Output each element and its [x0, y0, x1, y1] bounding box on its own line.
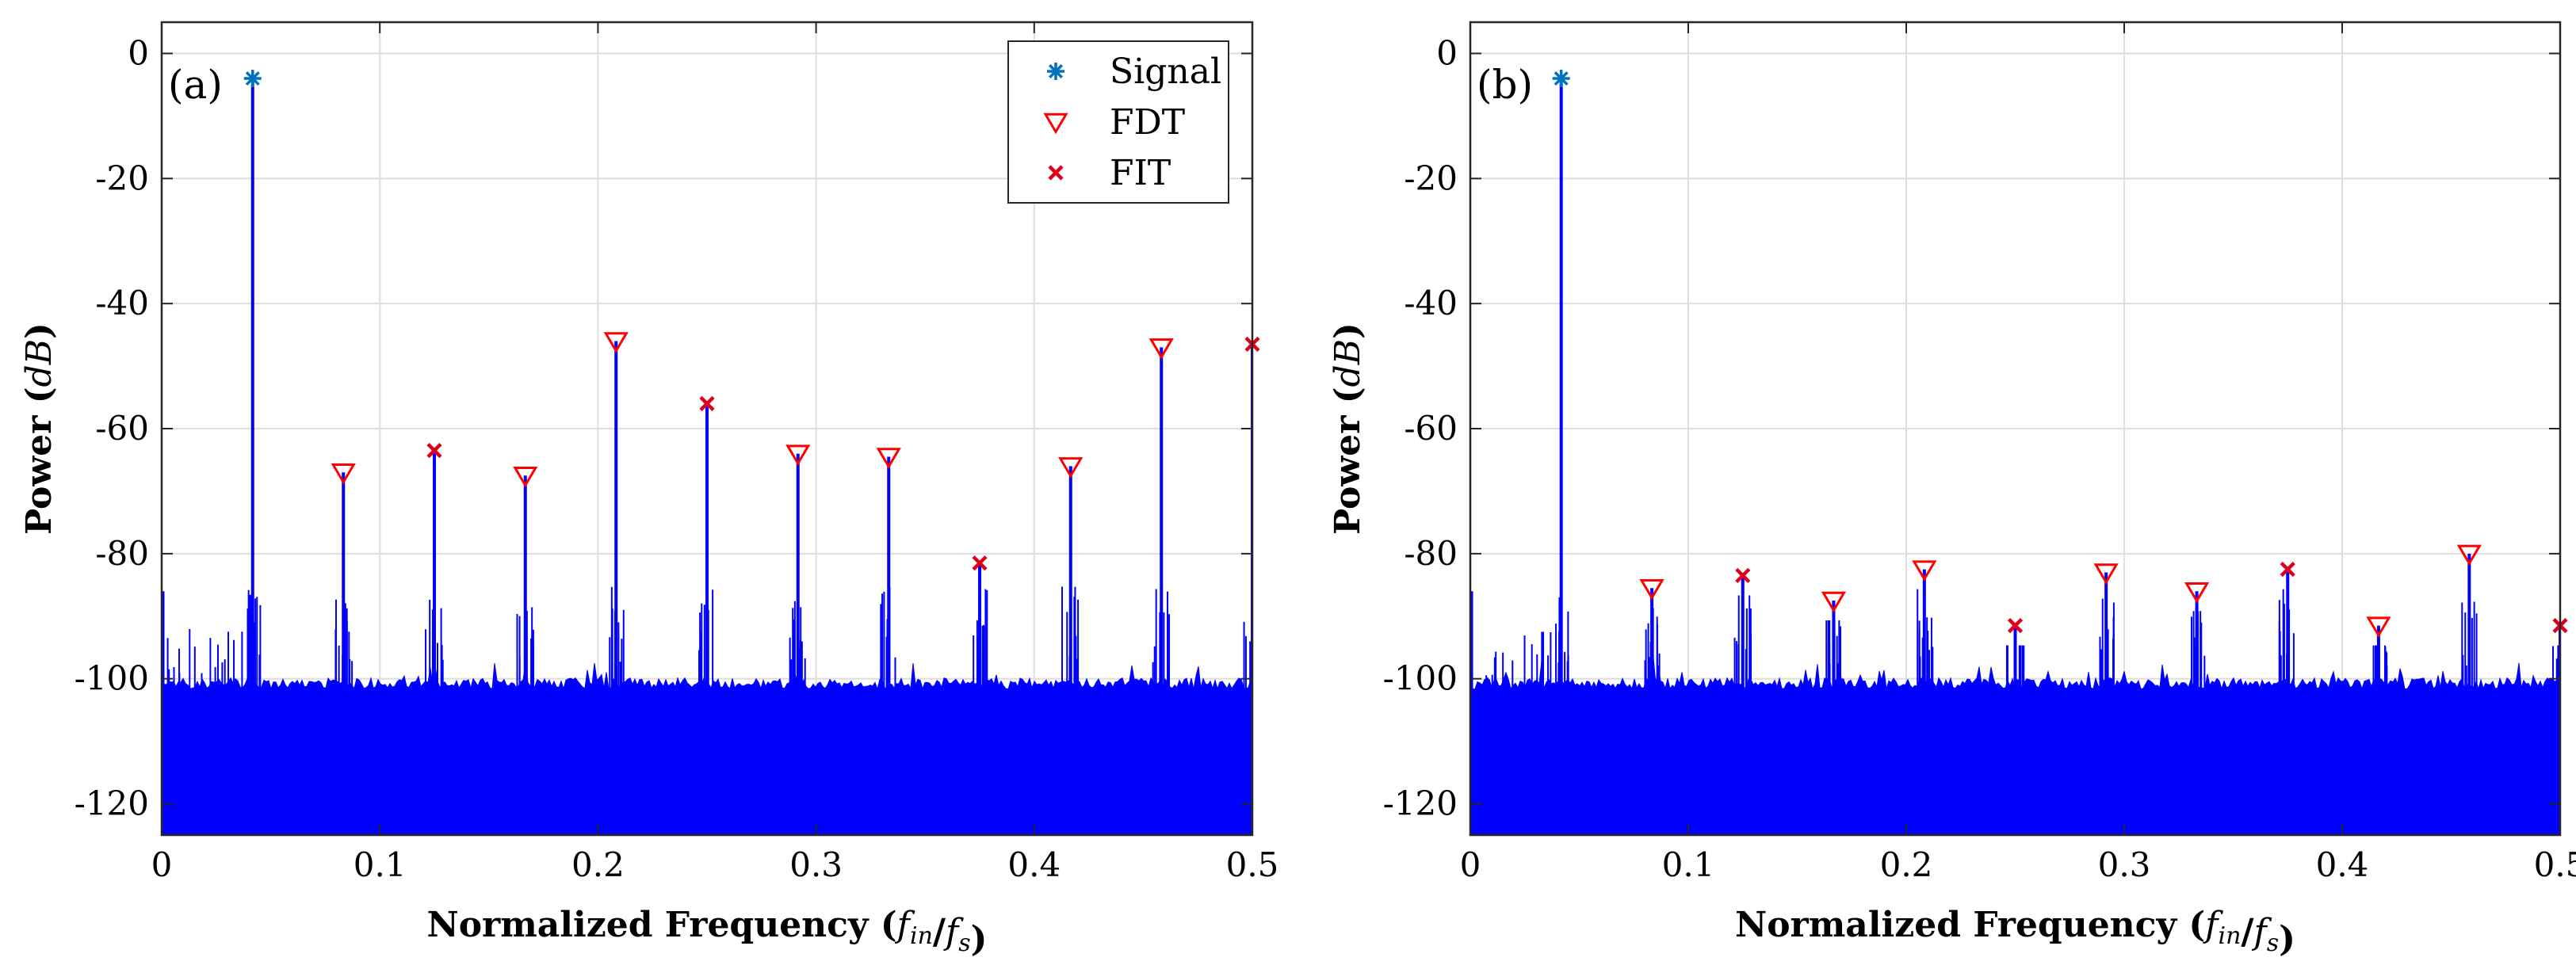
fdt-marker — [2093, 563, 2119, 585]
x-tick-label: 0 — [151, 845, 173, 884]
fdt-marker — [876, 448, 901, 469]
fdt-marker — [2456, 544, 2482, 566]
ticks: 0 0.1 0.2 0.3 0.4 0.5 0 -20 -40 -60 -80 -100 -120 — [75, 22, 1279, 884]
fdt-marker — [1148, 338, 1174, 360]
x-tick-label: 0 — [1460, 845, 1481, 884]
x-tick-label: 0.2 — [571, 845, 625, 884]
x-tick-label: 0.4 — [2316, 845, 2369, 884]
x-tick-label: 0.5 — [1226, 845, 1279, 884]
legend-signal-label: Signal — [1110, 51, 1221, 92]
legend-box — [1007, 40, 1229, 204]
fdt-marker — [1912, 560, 1937, 582]
markers — [243, 70, 1260, 571]
y-tick-label: -60 — [1404, 409, 1458, 448]
y-tick-label: -40 — [95, 284, 149, 322]
x-axis-title: Normalized Frequency (fin/fs) — [1735, 905, 2295, 959]
chart-panel-b: 0 0.1 0.2 0.3 0.4 0.5 0 -20 -40 -60 -80 -100 -120 Nor… — [1328, 21, 2576, 959]
x-tick-label: 0.1 — [354, 845, 407, 884]
ticks: 0 0.1 0.2 0.3 0.4 0.5 0 -20 -40 -60 -80 -100 -120 — [1383, 22, 2576, 884]
x-tick-label: 0.3 — [2098, 845, 2151, 884]
fdt-marker — [513, 466, 538, 488]
y-tick-label: -120 — [75, 784, 149, 823]
legend-fdt-marker — [1043, 113, 1068, 135]
y-tick-label: -20 — [95, 158, 149, 197]
fit-marker — [972, 555, 988, 571]
x-tick-label: 0.1 — [1662, 845, 1715, 884]
x-tick-label: 0.5 — [2534, 845, 2576, 884]
signal-marker — [1552, 70, 1570, 88]
y-tick-label: -80 — [95, 534, 149, 573]
spectrum-trace — [162, 78, 1252, 835]
fdt-marker — [2184, 582, 2210, 604]
legend-fdt-label: FDT — [1110, 102, 1185, 143]
x-axis-title: Normalized Frequency (fin/fs) — [426, 905, 987, 959]
legend-fit-label: FIT — [1110, 153, 1171, 193]
y-tick-label: -80 — [1404, 534, 1458, 573]
y-tick-label: 0 — [1436, 33, 1458, 72]
fdt-marker — [603, 332, 629, 353]
signal-marker — [243, 70, 262, 88]
x-tick-label: 0.2 — [1880, 845, 1933, 884]
fdt-marker — [785, 444, 811, 466]
y-tick-label: -60 — [95, 409, 149, 448]
y-tick-label: -120 — [1383, 784, 1458, 823]
fdt-marker — [331, 463, 356, 485]
fdt-marker — [1639, 579, 1664, 601]
fdt-marker — [1058, 457, 1084, 479]
y-tick-label: -40 — [1404, 284, 1458, 322]
x-tick-label: 0.3 — [789, 845, 843, 884]
fdt-marker — [1821, 591, 1847, 613]
legend: Signal FDT FIT — [1007, 40, 1229, 204]
y-tick-label: -100 — [75, 659, 149, 698]
panel-label: (b) — [1477, 62, 1533, 108]
legend-signal-marker — [1047, 63, 1064, 80]
chart-panel-a: 0 0.1 0.2 0.3 0.4 0.5 0 -20 -40 -60 -80 -100 -120 Nor… — [19, 21, 1279, 959]
fit-marker — [2007, 618, 2024, 634]
y-tick-label: -20 — [1404, 158, 1458, 197]
x-tick-label: 0.4 — [1007, 845, 1061, 884]
y-tick-label: 0 — [128, 33, 149, 72]
fdt-marker — [2366, 616, 2391, 638]
legend-fit-marker — [1048, 165, 1064, 181]
y-tick-label: -100 — [1383, 659, 1458, 698]
panel-label: (a) — [168, 62, 223, 108]
y-axis-title: Power (dB) — [19, 322, 59, 535]
markers — [1552, 70, 2568, 638]
y-axis-title: Power (dB) — [1328, 322, 1368, 535]
fit-marker — [699, 395, 715, 412]
fit-marker — [2280, 561, 2295, 578]
fit-marker — [426, 443, 442, 459]
fit-marker — [1735, 567, 1751, 584]
